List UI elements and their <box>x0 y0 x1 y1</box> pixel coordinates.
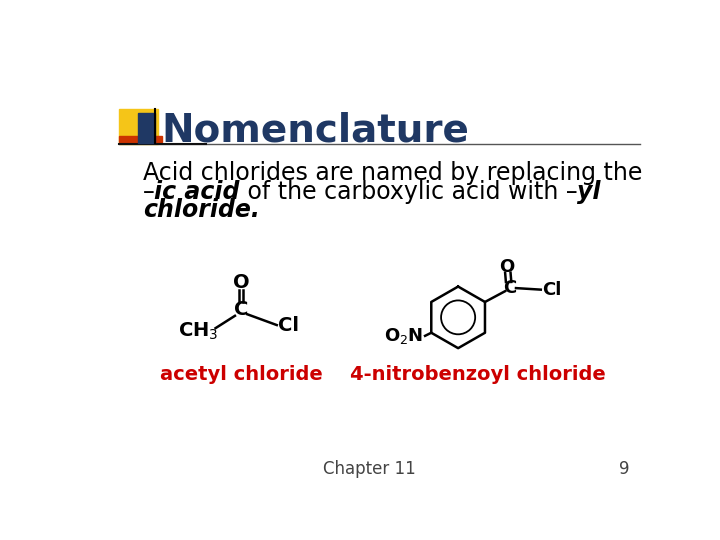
Text: O: O <box>233 273 249 292</box>
Text: –: – <box>143 179 155 204</box>
Text: Chapter 11: Chapter 11 <box>323 460 415 478</box>
Text: of the carboxylic acid with –: of the carboxylic acid with – <box>240 179 577 204</box>
Text: chloride.: chloride. <box>143 198 260 222</box>
Text: Cl: Cl <box>542 281 562 299</box>
Text: C: C <box>234 300 248 319</box>
Text: 9: 9 <box>619 460 630 478</box>
Bar <box>120 136 162 142</box>
Text: Acid chlorides are named by replacing the: Acid chlorides are named by replacing th… <box>143 161 642 185</box>
Text: C: C <box>503 279 516 297</box>
Bar <box>138 112 155 143</box>
Text: acetyl chloride: acetyl chloride <box>160 365 323 384</box>
Text: Nomenclature: Nomenclature <box>161 111 469 149</box>
Text: O$_2$N: O$_2$N <box>384 326 423 346</box>
Text: ic acid: ic acid <box>155 179 240 204</box>
Bar <box>120 110 158 144</box>
Text: 4-nitrobenzoyl chloride: 4-nitrobenzoyl chloride <box>350 365 606 384</box>
Text: yl: yl <box>577 179 601 204</box>
Text: O: O <box>499 258 514 275</box>
Text: Cl: Cl <box>279 315 300 335</box>
Text: CH$_3$: CH$_3$ <box>179 321 219 342</box>
